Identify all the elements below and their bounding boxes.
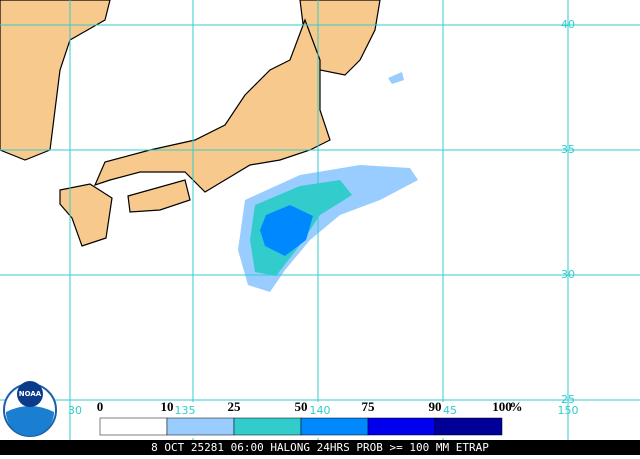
logo: NOAA bbox=[3, 381, 57, 437]
legend-swatch bbox=[367, 417, 436, 436]
lat-label: 30 bbox=[561, 268, 575, 281]
legend-swatch bbox=[434, 417, 503, 436]
legend: 0 10 25 50 75 90 100% bbox=[97, 399, 523, 436]
legend-label: 90 bbox=[429, 399, 442, 414]
legend-unit: % bbox=[510, 399, 523, 414]
legend-swatch bbox=[233, 417, 302, 436]
caption: 8 OCT 25281 06:00 HALONG 24HRS PROB >= 1… bbox=[151, 441, 489, 454]
lon-label: 30 bbox=[68, 404, 82, 417]
lon-label: 135 bbox=[175, 404, 196, 417]
legend-label: 25 bbox=[228, 399, 242, 414]
lon-labels: 30 135 140 45 150 bbox=[68, 404, 579, 417]
lat-labels: 40 35 30 25 bbox=[561, 18, 575, 406]
land bbox=[0, 0, 381, 247]
legend-swatch bbox=[300, 417, 369, 436]
legend-label: 75 bbox=[362, 399, 376, 414]
legend-label: 10 bbox=[161, 399, 174, 414]
lat-label: 25 bbox=[561, 393, 575, 406]
legend-label: 50 bbox=[295, 399, 308, 414]
legend-swatch bbox=[99, 417, 168, 436]
lon-label: 150 bbox=[558, 404, 579, 417]
legend-label: 100 bbox=[492, 399, 512, 414]
lon-label: 140 bbox=[310, 404, 331, 417]
legend-label: 0 bbox=[97, 399, 104, 414]
lat-label: 40 bbox=[561, 18, 575, 31]
precip-probability bbox=[238, 72, 418, 292]
graticule bbox=[0, 0, 640, 440]
logo-text: NOAA bbox=[19, 390, 42, 398]
lat-label: 35 bbox=[561, 143, 575, 156]
legend-swatch bbox=[166, 417, 235, 436]
lon-label: 45 bbox=[443, 404, 457, 417]
caption-bar bbox=[0, 440, 640, 455]
